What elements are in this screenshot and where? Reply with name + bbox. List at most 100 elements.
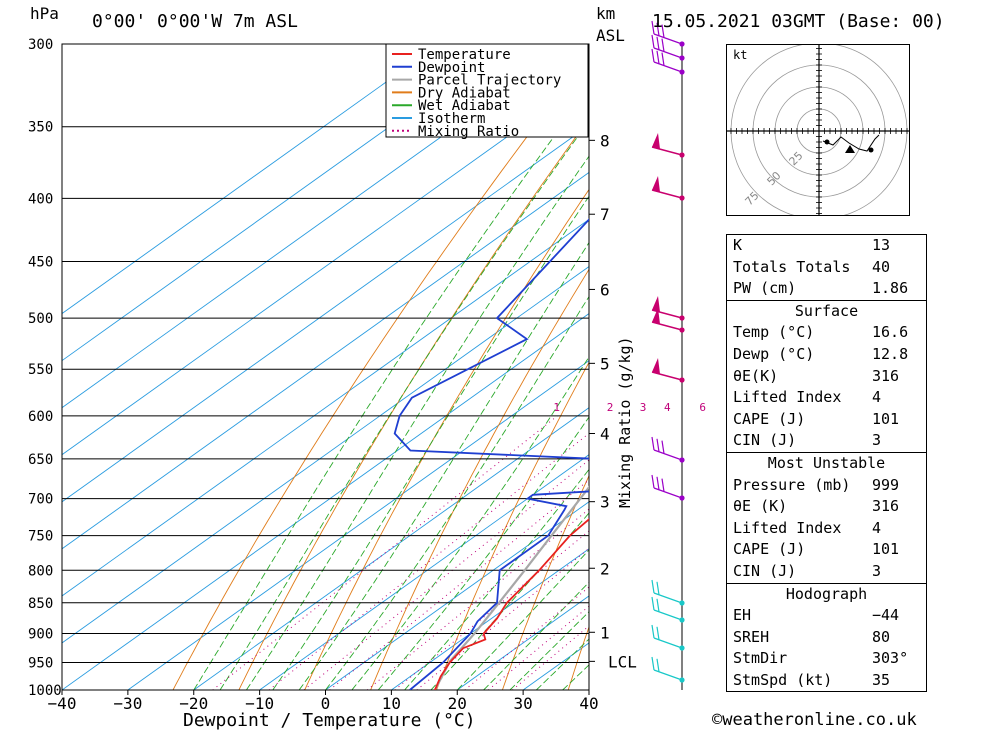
hodograph-section-title: Hodograph [785, 584, 868, 603]
dry-adiabat-line [501, 474, 589, 690]
surface-index-value: 316 [872, 366, 900, 385]
mixing-ratio-label: 4 [664, 401, 671, 414]
indices-table: K 13 Totals Totals 40 PW (cm) 1.86 Surface Te… [726, 234, 927, 693]
wind-barb-dot [679, 315, 685, 321]
general-index-value: 40 [872, 257, 891, 276]
hodograph-index-value: 80 [872, 627, 891, 646]
wind-barb-staff [653, 449, 683, 461]
unstable-index-row: Lifted Index 4 [727, 518, 926, 540]
legend-item-label: Temperature [418, 47, 511, 63]
wind-barb-dot [679, 377, 685, 383]
pressure-tick-label: 500 [28, 311, 53, 327]
wind-barb [651, 34, 685, 61]
unstable-index-row: θE (K) 316 [727, 496, 926, 518]
wind-barb-staff [651, 321, 683, 331]
isotherm-line [62, 313, 589, 690]
surface-index-key: Dewp (°C) [733, 344, 815, 363]
wet-adiabat-line [351, 356, 589, 690]
hodo-ring-label-75: 75 [743, 189, 762, 208]
wind-barb-dot [679, 195, 685, 201]
wind-barb-feather [656, 36, 660, 50]
surface-index-key: CAPE (J) [733, 409, 806, 428]
surface-index-key: CIN (J) [733, 431, 797, 450]
mixing-ratio-label: 2 [607, 401, 614, 414]
wind-barb-dot [679, 41, 685, 47]
isotherm-line [62, 124, 589, 503]
asl-label: ASL [596, 26, 625, 45]
wind-barb-feather [651, 596, 655, 611]
pressure-tick-label: 300 [28, 37, 53, 53]
credit-text: ©weatheronline.co.uk [712, 710, 917, 730]
wind-barb [651, 596, 685, 623]
mixing-ratio-line [268, 432, 589, 690]
wet-adiabat-line [219, 120, 589, 690]
surface-index-value: 3 [872, 431, 882, 450]
general-index-key: K [733, 236, 743, 254]
wind-barb-feather [661, 478, 665, 492]
wet-adiabat-line [456, 549, 589, 690]
hodograph-index-key: SREH [733, 627, 770, 646]
legend-box [385, 43, 589, 138]
wind-barb [651, 358, 685, 383]
wind-barb-dot [679, 495, 685, 501]
pressure-tick-label: 350 [28, 120, 53, 136]
isotherm-line [62, 218, 589, 597]
wind-barb-dot [679, 152, 685, 158]
wind-barb-dot [679, 645, 685, 651]
hodograph-index-value: −44 [872, 606, 900, 625]
pressure-tick-label: 600 [28, 409, 53, 425]
wet-adiabat-line [509, 611, 589, 690]
unstable-index-value: 101 [872, 540, 900, 559]
dry-adiabat-line [238, 118, 589, 690]
hodograph-index-key: EH [733, 606, 752, 625]
general-index-key: PW (cm) [733, 279, 797, 298]
dry-adiabat-line [172, 54, 589, 690]
wind-barb [651, 176, 685, 201]
surface-index-key: Lifted Index [733, 388, 842, 407]
wind-barb-feather [651, 34, 655, 49]
hodo-ring-label-25: 25 [787, 149, 806, 168]
surface-section-title: Surface [794, 301, 859, 320]
x-tick-label: 40 [579, 694, 598, 713]
wind-barb-pennant [652, 133, 660, 149]
wind-barb-pennant [652, 176, 660, 192]
unstable-index-key: CIN (J) [733, 561, 797, 580]
hodo-point [824, 139, 830, 145]
wind-barb-pennant [652, 308, 660, 324]
legend-item-label: Parcel Trajectory [418, 73, 561, 89]
surface-index-key: Temp (°C) [733, 323, 815, 342]
wind-barb [651, 436, 685, 463]
surface-index-key: θE(K) [733, 366, 779, 385]
wind-barb [651, 474, 685, 501]
pressure-tick-label: 900 [28, 626, 53, 642]
wind-barb-dot [679, 677, 685, 683]
mixing-ratio-label: 6 [699, 401, 706, 414]
legend-item-label: Dewpoint [418, 60, 485, 76]
pressure-tick-label: 700 [28, 492, 53, 508]
wind-barb-staff [653, 487, 683, 499]
wind-barb-feather [651, 20, 655, 35]
wind-barb-feather [656, 581, 660, 595]
wind-barb-feather [651, 48, 655, 63]
pressure-tick-label: 1000 [28, 683, 62, 699]
wet-adiabat-line [483, 581, 589, 690]
wind-barb-feather [651, 579, 655, 594]
isotherm-line [259, 454, 589, 690]
unstable-index-row: CIN (J) 3 [727, 561, 926, 583]
general-index-value: 1.86 [872, 279, 909, 298]
surface-index-row: CIN (J) 3 [727, 430, 926, 452]
wind-barb-dot [679, 600, 685, 606]
x-axis-label: Dewpoint / Temperature (°C) [183, 710, 476, 731]
surface-index-row: Lifted Index 4 [727, 387, 926, 409]
wind-barb-staff [651, 189, 683, 199]
hodograph-index-row: StmDir 303° [727, 648, 926, 670]
wet-adiabat-line [193, 88, 589, 690]
unstable-index-key: Lifted Index [733, 518, 842, 537]
temperature-line [434, 518, 589, 690]
height-km-label: 1 [600, 623, 610, 642]
wind-barb-feather [651, 474, 655, 489]
wind-barb [651, 48, 685, 75]
wind-barb [651, 308, 685, 333]
wind-barb-feather [656, 598, 660, 612]
